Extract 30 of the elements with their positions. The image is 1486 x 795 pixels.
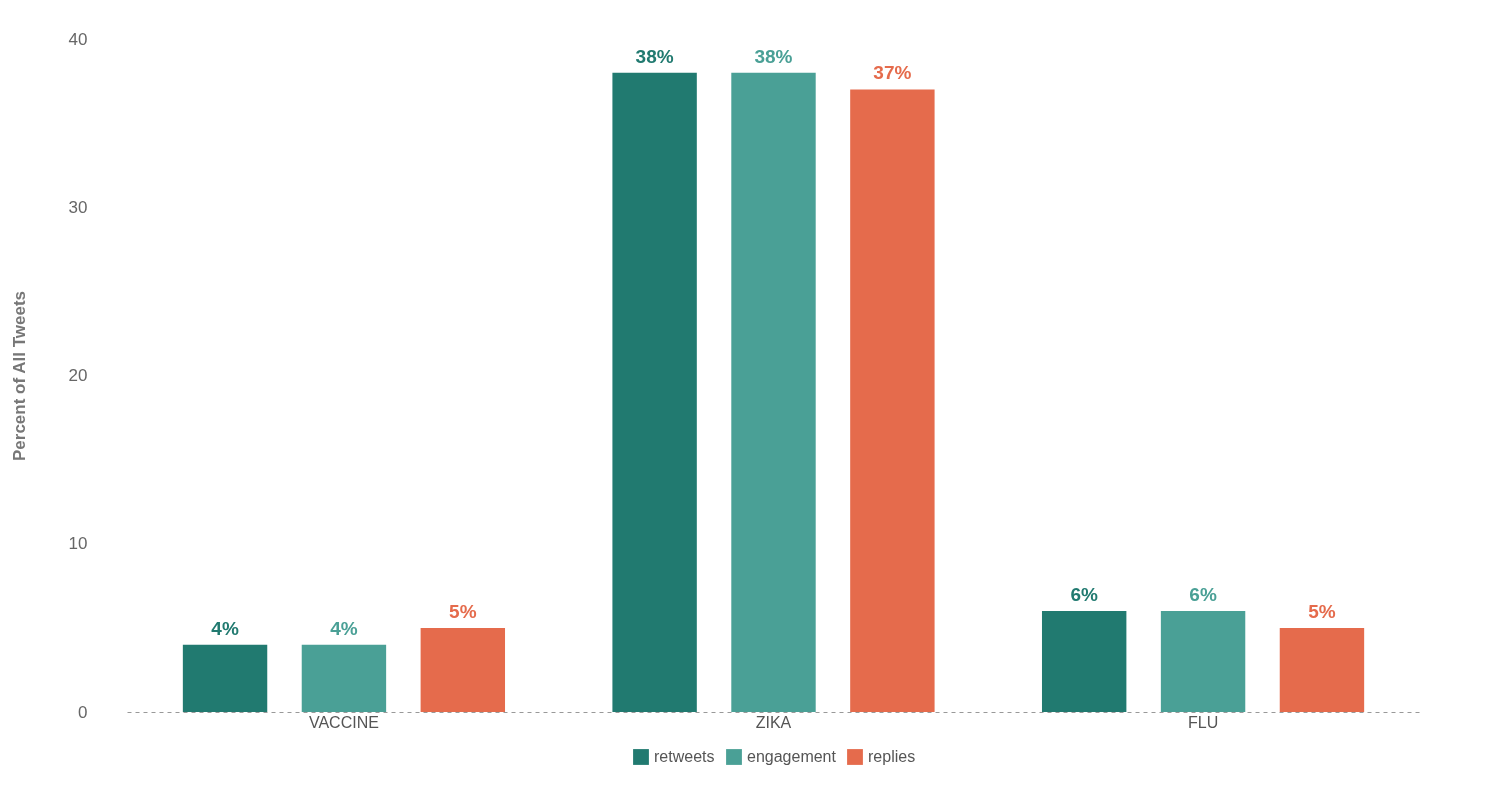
y-tick-label: 10: [68, 534, 88, 554]
y-tick-label: 40: [68, 29, 88, 49]
y-tick-label: 30: [68, 197, 88, 217]
x-tick-label: ZIKA: [755, 713, 792, 731]
bar: [1041, 611, 1127, 712]
bar: [1160, 611, 1246, 712]
data-label: 6%: [1189, 584, 1217, 606]
bar: [731, 72, 816, 712]
legend-label: engagement: [747, 748, 837, 765]
data-label: 38%: [635, 45, 674, 67]
data-label: 5%: [449, 600, 477, 622]
bar: [1279, 627, 1365, 712]
y-tick-label: 20: [68, 366, 88, 385]
legend-label: replies: [868, 748, 916, 765]
y-tick-label: 0: [78, 702, 88, 722]
data-label: 5%: [1308, 600, 1336, 622]
data-label: 38%: [754, 45, 793, 67]
data-label: 4%: [211, 617, 239, 639]
x-tick-label: FLU: [1187, 713, 1219, 731]
x-tick-label: VACCINE: [308, 713, 379, 731]
data-label: 4%: [330, 617, 358, 639]
y-axis-title: Percent of All Tweets: [9, 290, 29, 462]
bar: [850, 89, 935, 712]
data-label: 6%: [1070, 584, 1099, 606]
bar: [182, 644, 268, 712]
bar: [420, 627, 506, 712]
bar: [612, 72, 697, 712]
data-label: 37%: [873, 62, 912, 84]
legend-label: retweets: [654, 748, 715, 765]
bar: [301, 644, 387, 712]
